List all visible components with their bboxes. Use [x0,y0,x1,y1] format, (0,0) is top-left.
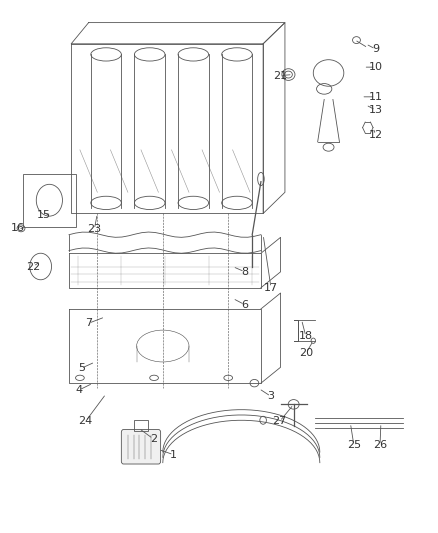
Text: 17: 17 [263,282,277,293]
Text: 26: 26 [372,440,386,450]
FancyBboxPatch shape [121,430,160,464]
Text: 20: 20 [298,349,312,359]
Text: 8: 8 [241,267,248,277]
Text: 2: 2 [149,434,156,444]
Text: 7: 7 [85,318,92,328]
Text: 16: 16 [11,223,25,233]
Text: 23: 23 [87,224,101,235]
Text: 25: 25 [346,440,360,450]
Text: 22: 22 [26,262,40,271]
Bar [134,420,147,431]
Text: 4: 4 [75,385,82,395]
Text: 11: 11 [368,92,382,102]
Text: 18: 18 [298,332,312,342]
Text: 27: 27 [272,416,286,426]
Text: 13: 13 [368,105,382,115]
Text: 21: 21 [272,70,286,80]
Text: 1: 1 [170,450,177,460]
Text: 6: 6 [241,300,248,310]
Bar [23,174,75,227]
Text: 12: 12 [368,130,382,140]
Text: 10: 10 [368,62,382,72]
Text: 15: 15 [37,210,51,220]
Text: 9: 9 [371,44,378,54]
Text: 24: 24 [78,416,92,426]
Text: 3: 3 [267,391,274,401]
Text: 5: 5 [78,364,85,373]
